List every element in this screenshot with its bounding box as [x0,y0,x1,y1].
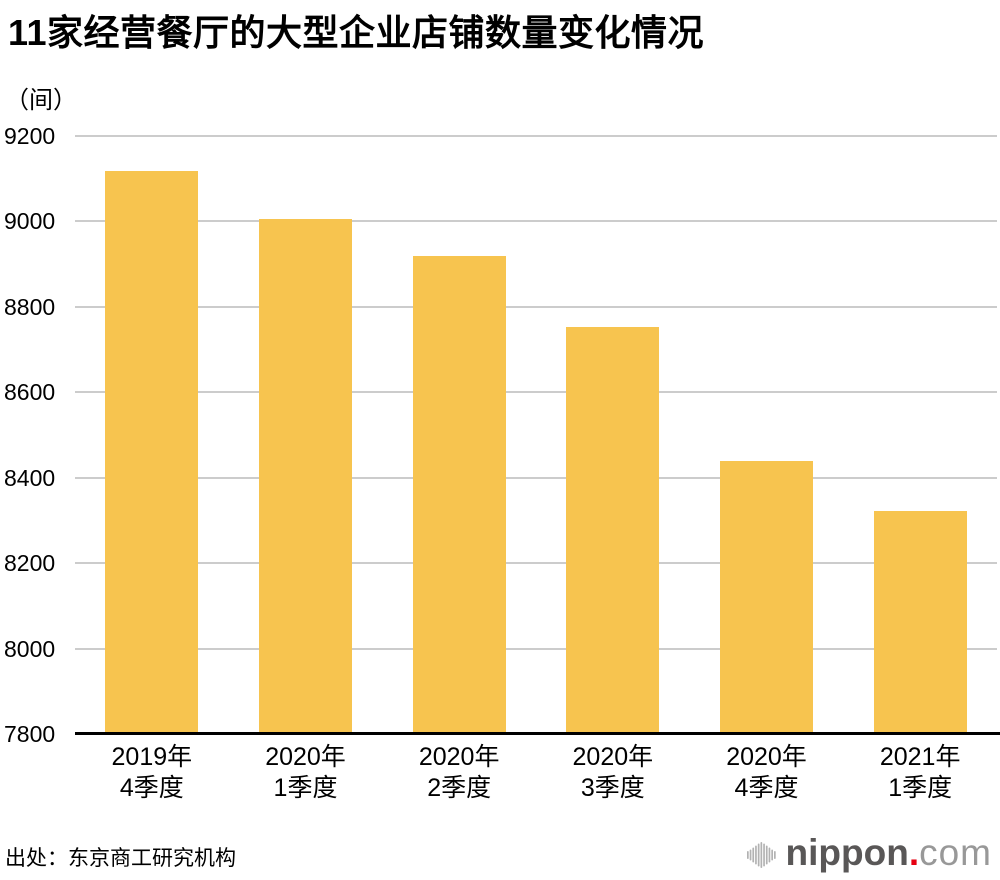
bar [566,327,660,734]
gridline [75,220,997,223]
logo-dot: . [908,832,920,873]
y-tick-label: 8800 [4,293,56,320]
soundwave-icon [746,842,776,868]
logo-text-nippon: nippon [785,832,909,873]
gridline [75,476,997,479]
gridline [75,135,997,137]
y-axis-unit-label: （间） [5,87,77,114]
y-tick-label: 8200 [4,550,56,577]
page-title: 11家经营餐厅的大型企业店铺数量变化情况 [8,12,705,53]
gridline [75,305,997,308]
y-tick-label: 8400 [4,464,56,491]
y-tick-label: 8600 [4,379,56,406]
x-axis-line [75,732,1000,735]
y-tick-label: 7800 [4,721,56,747]
x-axis-label: 2020年 4季度 [726,743,807,802]
gridline [75,562,997,565]
plot-area [75,135,997,734]
bar [412,256,506,734]
x-axis-label: 2020年 1季度 [265,743,346,802]
source-label: 出处：东京商工研究机构 [5,847,236,870]
logo-text-com: com [919,832,992,873]
bar [259,219,352,734]
y-tick-label: 8000 [4,635,56,662]
y-tick-label: 9200 [4,123,56,149]
gridline [75,647,997,650]
gridline [75,391,997,394]
nippon-logo: nippon.com [746,834,992,871]
y-tick-label: 9000 [4,208,56,235]
x-axis-label: 2021年 1季度 [879,743,961,802]
x-axis-label: 2020年 3季度 [572,743,654,802]
bar [720,461,813,734]
bar [873,510,967,734]
bar [105,171,199,734]
x-axis-label: 2020年 2季度 [418,743,500,802]
x-axis-label: 2019年 4季度 [111,743,193,802]
logo-text: nippon.com [786,834,992,871]
